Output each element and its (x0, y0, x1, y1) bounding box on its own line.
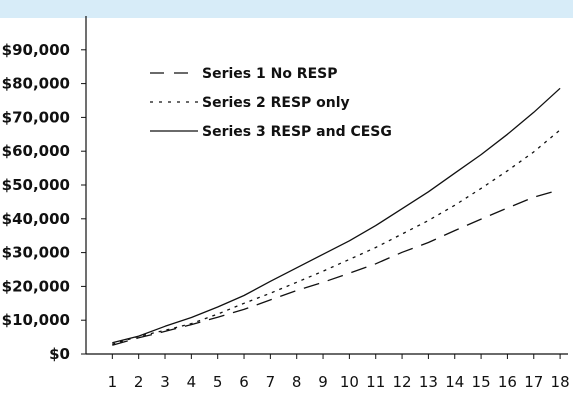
x-tick-label: 1 (108, 373, 118, 391)
legend: Series 1 No RESP Series 2 RESP only Series… (150, 66, 392, 140)
x-tick-label: 17 (524, 373, 543, 391)
x-tick-label: 3 (160, 373, 170, 391)
top-band (0, 0, 573, 18)
x-tick-label: 7 (266, 373, 276, 391)
y-tick-label: $10,000 (2, 311, 70, 329)
y-tick-label: $20,000 (2, 277, 70, 295)
x-tick-label: 16 (498, 373, 517, 391)
legend-label-3: Series 3 RESP and CESG (202, 124, 392, 140)
x-tick-label: 12 (393, 373, 412, 391)
x-tick-label: 14 (445, 373, 464, 391)
x-axis-ticks: 1 2 3 4 5 6 7 8 9 10 11 12 13 14 15 16 17 18 (108, 354, 570, 391)
x-tick-label: 11 (366, 373, 385, 391)
x-tick-label: 6 (239, 373, 249, 391)
x-tick-label: 8 (292, 373, 302, 391)
y-tick-label: $80,000 (2, 75, 70, 93)
x-tick-label: 4 (187, 373, 197, 391)
x-tick-label: 10 (340, 373, 359, 391)
legend-label-1: Series 1 No RESP (202, 66, 338, 82)
series-line-1 (112, 189, 561, 346)
y-tick-label: $50,000 (2, 176, 70, 194)
y-tick-label: $40,000 (2, 210, 70, 228)
y-axis-ticks: $0 $10,000 $20,000 $30,000 $40,000 $50,000 $60… (2, 41, 86, 363)
x-tick-label: 18 (551, 373, 570, 391)
series-line-3 (112, 87, 561, 344)
y-tick-label: $0 (49, 345, 70, 363)
series-line-2 (112, 129, 561, 345)
y-tick-label: $30,000 (2, 244, 70, 262)
x-tick-label: 9 (318, 373, 328, 391)
x-tick-label: 2 (134, 373, 144, 391)
x-tick-label: 13 (419, 373, 438, 391)
y-tick-label: $70,000 (2, 108, 70, 126)
series-lines (112, 87, 561, 346)
x-tick-label: 5 (213, 373, 223, 391)
legend-label-2: Series 2 RESP only (202, 95, 350, 111)
y-tick-label: $90,000 (2, 41, 70, 59)
x-tick-label: 15 (472, 373, 491, 391)
y-tick-label: $60,000 (2, 142, 70, 160)
